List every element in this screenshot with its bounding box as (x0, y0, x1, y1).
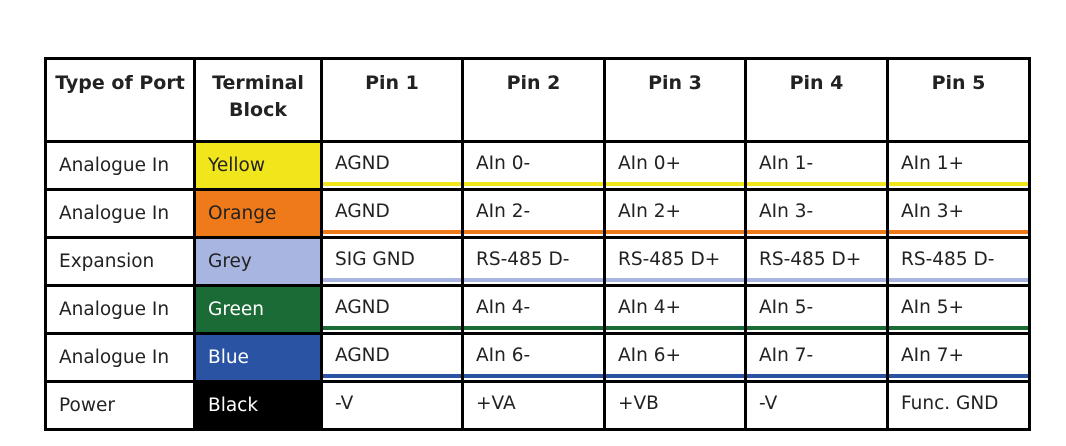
terminal-block-cell: Yellow (193, 140, 323, 191)
pin-cell: AGND (320, 188, 464, 239)
header-cell: Terminal Block (193, 57, 323, 143)
pin-cell: SIG GND (320, 236, 464, 287)
table-row: Analogue In Orange AGND AIn 2- AIn 2+ AIn 3- A… (44, 188, 1031, 239)
pin-cell: AIn 0- (461, 140, 606, 191)
pin-cell: +VA (461, 380, 606, 431)
terminal-block-cell: Grey (193, 236, 323, 287)
pin-cell: RS-485 D- (886, 236, 1031, 287)
header-row: Type of Port Terminal Block Pin 1 Pin 2 Pin … (44, 57, 1031, 143)
port-type-cell: Analogue In (44, 284, 196, 335)
pin-cell: AIn 3+ (886, 188, 1031, 239)
pinout-table-container: Type of Port Terminal Block Pin 1 Pin 2 Pin … (44, 57, 1031, 431)
header-cell: Pin 4 (744, 57, 889, 143)
port-type-cell: Analogue In (44, 140, 196, 191)
pin-cell: AIn 2- (461, 188, 606, 239)
table-row: Analogue In Green AGND AIn 4- AIn 4+ AIn 5- AI… (44, 284, 1031, 335)
pin-cell: AIn 5- (744, 284, 889, 335)
table-row: Analogue In Blue AGND AIn 6- AIn 6+ AIn 7- AIn… (44, 332, 1031, 383)
terminal-block-cell: Green (193, 284, 323, 335)
pin-cell: AIn 7- (744, 332, 889, 383)
pin-cell: AGND (320, 284, 464, 335)
pin-cell: -V (744, 380, 889, 431)
pin-cell: AIn 5+ (886, 284, 1031, 335)
pin-cell: AIn 3- (744, 188, 889, 239)
pin-cell: AIn 6- (461, 332, 606, 383)
terminal-block-cell: Black (193, 380, 323, 431)
pin-cell: AIn 0+ (603, 140, 747, 191)
pin-cell: AIn 4+ (603, 284, 747, 335)
pin-cell: AGND (320, 332, 464, 383)
table-row: Expansion Grey SIG GND RS-485 D- RS-485 D+ RS… (44, 236, 1031, 287)
port-type-cell: Analogue In (44, 188, 196, 239)
pin-cell: AIn 1+ (886, 140, 1031, 191)
pin-cell: AIn 1- (744, 140, 889, 191)
table-row: Power Black -V +VA +VB -V Func. GND (44, 380, 1031, 431)
pin-cell: -V (320, 380, 464, 431)
pin-cell: AIn 7+ (886, 332, 1031, 383)
table-row: Analogue In Yellow AGND AIn 0- AIn 0+ AIn 1- A… (44, 140, 1031, 191)
header-cell: Type of Port (44, 57, 196, 143)
port-type-cell: Analogue In (44, 332, 196, 383)
header-cell: Pin 2 (461, 57, 606, 143)
pin-cell: RS-485 D+ (603, 236, 747, 287)
port-type-cell: Power (44, 380, 196, 431)
pin-cell: RS-485 D+ (744, 236, 889, 287)
terminal-block-cell: Orange (193, 188, 323, 239)
terminal-block-cell: Blue (193, 332, 323, 383)
pin-cell: +VB (603, 380, 747, 431)
header-cell: Pin 3 (603, 57, 747, 143)
pin-cell: RS-485 D- (461, 236, 606, 287)
port-type-cell: Expansion (44, 236, 196, 287)
pinout-table: Type of Port Terminal Block Pin 1 Pin 2 Pin … (44, 57, 1031, 431)
pin-cell: AIn 2+ (603, 188, 747, 239)
pin-cell: AGND (320, 140, 464, 191)
header-cell: Pin 5 (886, 57, 1031, 143)
header-cell: Pin 1 (320, 57, 464, 143)
pin-cell: AIn 6+ (603, 332, 747, 383)
pin-cell: Func. GND (886, 380, 1031, 431)
pin-cell: AIn 4- (461, 284, 606, 335)
